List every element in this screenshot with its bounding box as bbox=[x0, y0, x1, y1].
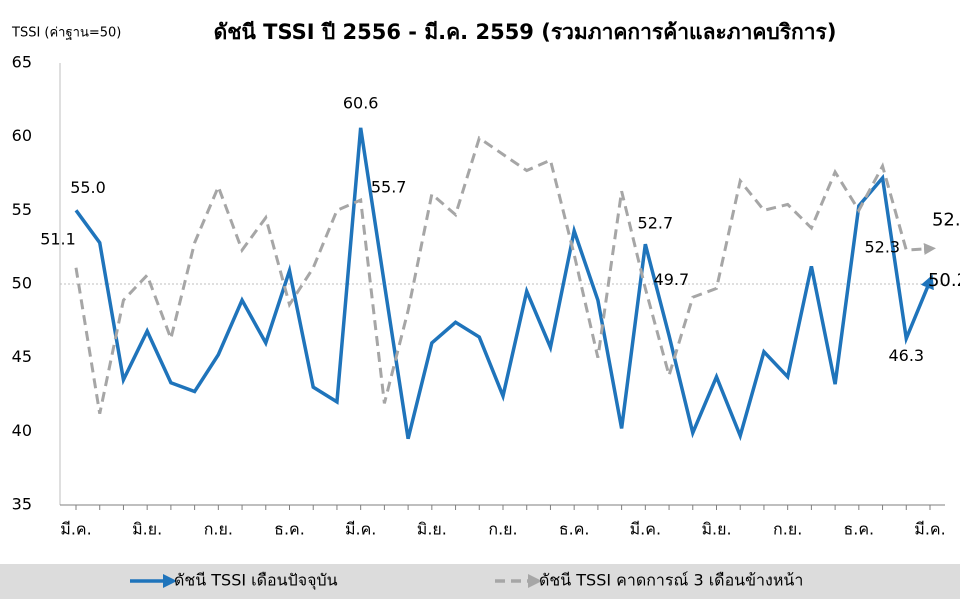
legend-label: ดัชนี TSSI คาดการณ์ 3 เดือนข้างหน้า bbox=[539, 571, 803, 590]
y-tick-label: 35 bbox=[12, 495, 32, 514]
data-label: 52.7 bbox=[638, 214, 674, 233]
x-tick-label: ธ.ค. bbox=[559, 520, 590, 539]
data-label: 51.1 bbox=[40, 229, 76, 248]
x-tick-label: ก.ย. bbox=[204, 520, 233, 539]
x-tick-label: มิ.ย. bbox=[417, 520, 447, 539]
x-tick-label: ก.ย. bbox=[488, 520, 517, 539]
y-tick-label: 40 bbox=[12, 421, 32, 440]
data-label: 46.3 bbox=[888, 346, 924, 365]
data-label: 49.7 bbox=[654, 270, 690, 289]
x-tick-label: ก.ย. bbox=[773, 520, 802, 539]
data-label: 52.3 bbox=[864, 238, 900, 257]
y-tick-label: 60 bbox=[12, 126, 32, 145]
x-tick-label: มี.ค. bbox=[914, 520, 945, 539]
data-label: 50.2 bbox=[928, 270, 960, 291]
x-tick-label: ธ.ค. bbox=[844, 520, 875, 539]
y-tick-label: 55 bbox=[12, 200, 32, 219]
data-label: 60.6 bbox=[343, 93, 379, 112]
x-tick-label: มิ.ย. bbox=[701, 520, 731, 539]
legend-label: ดัชนี TSSI เดือนปัจจุบัน bbox=[174, 571, 338, 591]
series-line bbox=[74, 135, 936, 414]
x-tick-label: มี.ค. bbox=[630, 520, 661, 539]
y-axis-label: TSSI (ค่าฐาน=50) bbox=[11, 26, 121, 41]
x-tick-label: มี.ค. bbox=[60, 520, 91, 539]
x-tick-label: มี.ค. bbox=[345, 520, 376, 539]
y-tick-label: 50 bbox=[12, 274, 32, 293]
chart-title: ดัชนี TSSI ปี 2556 - มี.ค. 2559 (รวมภาคก… bbox=[214, 20, 837, 44]
data-label: 55.7 bbox=[371, 178, 407, 197]
x-tick-label: มิ.ย. bbox=[132, 520, 162, 539]
data-label: 52.4 bbox=[932, 210, 960, 231]
series-line bbox=[74, 127, 934, 442]
y-tick-label: 45 bbox=[12, 347, 32, 366]
y-tick-label: 65 bbox=[12, 53, 32, 72]
x-tick-label: ธ.ค. bbox=[274, 520, 305, 539]
data-label: 55.0 bbox=[70, 178, 106, 197]
